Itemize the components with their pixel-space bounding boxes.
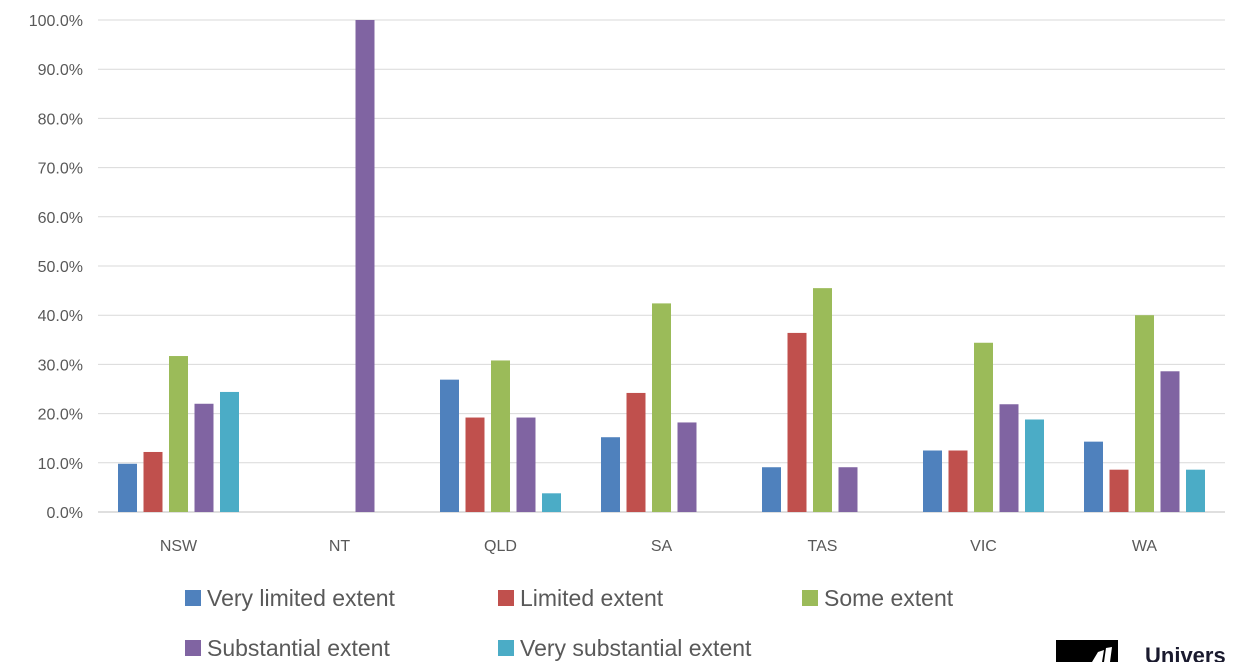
bar — [1084, 441, 1103, 512]
bar — [787, 332, 807, 512]
x-tick-label: NSW — [160, 538, 198, 555]
bar — [948, 450, 968, 512]
x-tick-label: VIC — [970, 538, 997, 555]
y-tick-label: 80.0% — [38, 111, 83, 128]
legend-label: Very substantial extent — [520, 635, 752, 661]
bar — [923, 450, 942, 512]
y-axis: 0.0% 10.0% 20.0% 30.0% 40.0% 50.0% 60.0% 70.0% 8… — [29, 13, 83, 522]
legend-swatch — [185, 590, 201, 606]
y-tick-label: 20.0% — [38, 407, 83, 424]
bar — [440, 379, 459, 512]
y-tick-label: 100.0% — [29, 13, 83, 30]
bar — [1135, 315, 1154, 512]
y-tick-label: 10.0% — [38, 456, 83, 473]
x-tick-label: SA — [651, 538, 673, 555]
y-tick-label: 30.0% — [38, 357, 83, 374]
bar — [169, 356, 188, 512]
x-tick-label: WA — [1132, 538, 1158, 555]
legend: Very limited extent Limited extent Some ex… — [185, 585, 954, 661]
bar — [677, 422, 697, 512]
bar — [542, 493, 561, 512]
y-tick-label: 0.0% — [47, 505, 83, 522]
bar — [999, 404, 1019, 512]
bar — [762, 467, 781, 512]
y-tick-label: 90.0% — [38, 62, 83, 79]
logo-text: Univers — [1145, 643, 1226, 662]
legend-swatch — [802, 590, 818, 606]
bars — [118, 20, 1205, 512]
bar — [601, 437, 620, 512]
y-tick-label: 50.0% — [38, 259, 83, 276]
legend-swatch — [185, 640, 201, 656]
bar — [626, 392, 646, 512]
bar — [491, 360, 510, 512]
bar — [194, 403, 214, 512]
bar — [220, 391, 239, 512]
bar — [516, 417, 536, 512]
bar — [652, 303, 671, 512]
bar — [1160, 371, 1180, 512]
university-logo-mark — [1092, 647, 1112, 662]
x-tick-label: NT — [329, 538, 351, 555]
y-tick-label: 60.0% — [38, 210, 83, 227]
bar — [143, 451, 163, 512]
bar — [1025, 419, 1044, 512]
x-tick-label: TAS — [808, 538, 838, 555]
university-logo: Univers — [1056, 640, 1226, 662]
legend-label: Limited extent — [520, 585, 664, 611]
bar — [465, 417, 485, 512]
bar — [355, 20, 375, 512]
bar — [838, 467, 858, 512]
legend-swatch — [498, 640, 514, 656]
x-axis: NSW NT QLD SA TAS VIC WA — [160, 538, 1158, 555]
bar — [974, 342, 993, 512]
legend-label: Very limited extent — [207, 585, 396, 611]
legend-label: Substantial extent — [207, 635, 390, 661]
y-tick-label: 40.0% — [38, 308, 83, 325]
bar — [1186, 469, 1205, 512]
y-tick-label: 70.0% — [38, 161, 83, 178]
bar — [813, 288, 832, 512]
x-tick-label: QLD — [484, 538, 517, 555]
legend-swatch — [498, 590, 514, 606]
legend-label: Some extent — [824, 585, 954, 611]
bar — [118, 463, 137, 512]
bar — [1109, 469, 1129, 512]
